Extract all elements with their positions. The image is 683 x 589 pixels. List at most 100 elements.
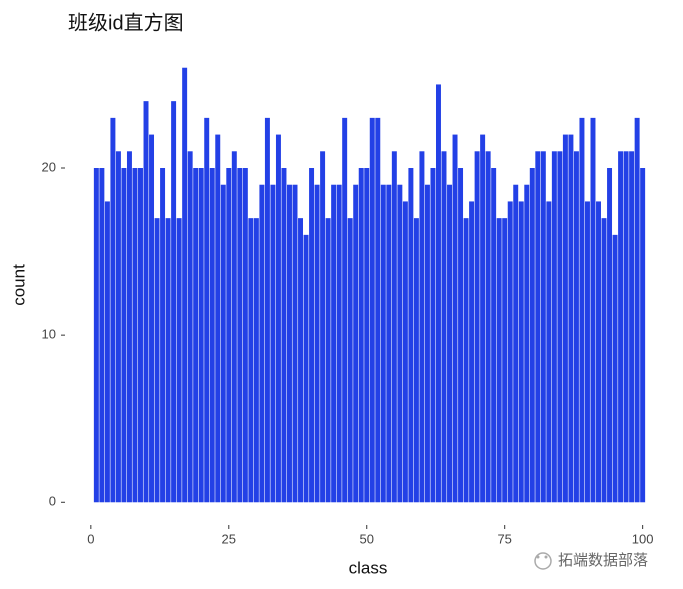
bar [397, 184, 403, 503]
bar [419, 151, 425, 503]
bar [132, 168, 138, 503]
bar [314, 184, 320, 503]
bar [435, 84, 441, 503]
x-tick-label: 100 [632, 531, 654, 546]
bar [154, 218, 160, 503]
bar [264, 117, 270, 503]
bar [298, 218, 304, 503]
bar [518, 201, 524, 503]
watermark-icon [534, 552, 552, 570]
bar [231, 151, 237, 503]
bar [110, 117, 116, 503]
bar [634, 117, 640, 503]
bar [149, 134, 155, 503]
bar [237, 168, 243, 503]
bar [215, 134, 221, 503]
bar [623, 151, 629, 503]
bar [248, 218, 254, 503]
bar [584, 201, 590, 503]
bar [204, 117, 210, 503]
bar [99, 168, 105, 503]
bar [391, 151, 397, 503]
bar [331, 184, 337, 503]
bar [596, 201, 601, 503]
bar [496, 218, 502, 503]
chart-title: 班级id直方图 [68, 11, 184, 34]
bar [491, 168, 497, 503]
bar [303, 234, 309, 503]
bar [485, 151, 491, 503]
bar [126, 151, 132, 503]
bar [309, 168, 315, 503]
y-tick-label: 20 [42, 159, 56, 174]
bar [209, 168, 215, 503]
bar [143, 101, 149, 503]
x-axis-title: class [349, 558, 388, 577]
bar [535, 151, 541, 503]
x-tick-label: 25 [222, 531, 236, 546]
bar [441, 151, 447, 503]
bar [336, 184, 342, 503]
bar [513, 184, 519, 503]
bar [242, 168, 248, 503]
y-tick-label: 0 [49, 494, 56, 509]
bar [551, 151, 557, 503]
bar [579, 117, 585, 503]
y-tick-label: 10 [42, 327, 56, 342]
bar [424, 184, 430, 503]
bar [104, 201, 110, 503]
bar [607, 168, 613, 503]
bar [193, 168, 199, 503]
bar [507, 201, 513, 503]
bar [430, 168, 436, 503]
bar [469, 201, 475, 503]
bar [281, 168, 287, 503]
bar [182, 67, 188, 503]
bar [353, 184, 359, 503]
bar [226, 168, 232, 503]
bar [452, 134, 458, 503]
bar [187, 151, 193, 503]
watermark: 拓端数据部落 [558, 552, 648, 569]
bar [502, 218, 508, 503]
bar [259, 184, 265, 503]
x-tick-label: 0 [87, 531, 94, 546]
bar [402, 201, 408, 503]
bar [386, 184, 392, 503]
bar [320, 151, 326, 503]
bar [447, 184, 452, 503]
bar [463, 218, 469, 503]
bar [618, 151, 624, 503]
bar [590, 117, 596, 503]
bar [474, 151, 480, 503]
bar [629, 151, 635, 503]
bar [364, 168, 370, 503]
bar [358, 168, 364, 503]
bar [325, 218, 331, 503]
bar [287, 184, 292, 503]
bar [568, 134, 574, 503]
bar [369, 117, 375, 503]
bar [408, 168, 414, 503]
bar [612, 234, 618, 503]
bar [115, 151, 121, 503]
bar [546, 201, 552, 503]
bar [458, 168, 464, 503]
bar [342, 117, 348, 503]
bar [562, 134, 568, 503]
bar [275, 134, 281, 503]
bar [557, 151, 563, 503]
bar [480, 134, 486, 503]
bar [573, 151, 579, 503]
bar [292, 184, 298, 503]
bar [121, 168, 127, 503]
bar [529, 168, 535, 503]
bar [165, 218, 171, 503]
bar [160, 168, 166, 503]
bar [413, 218, 419, 503]
bar [253, 218, 259, 503]
bar [640, 168, 646, 503]
bar [198, 168, 204, 503]
bar [171, 101, 177, 503]
